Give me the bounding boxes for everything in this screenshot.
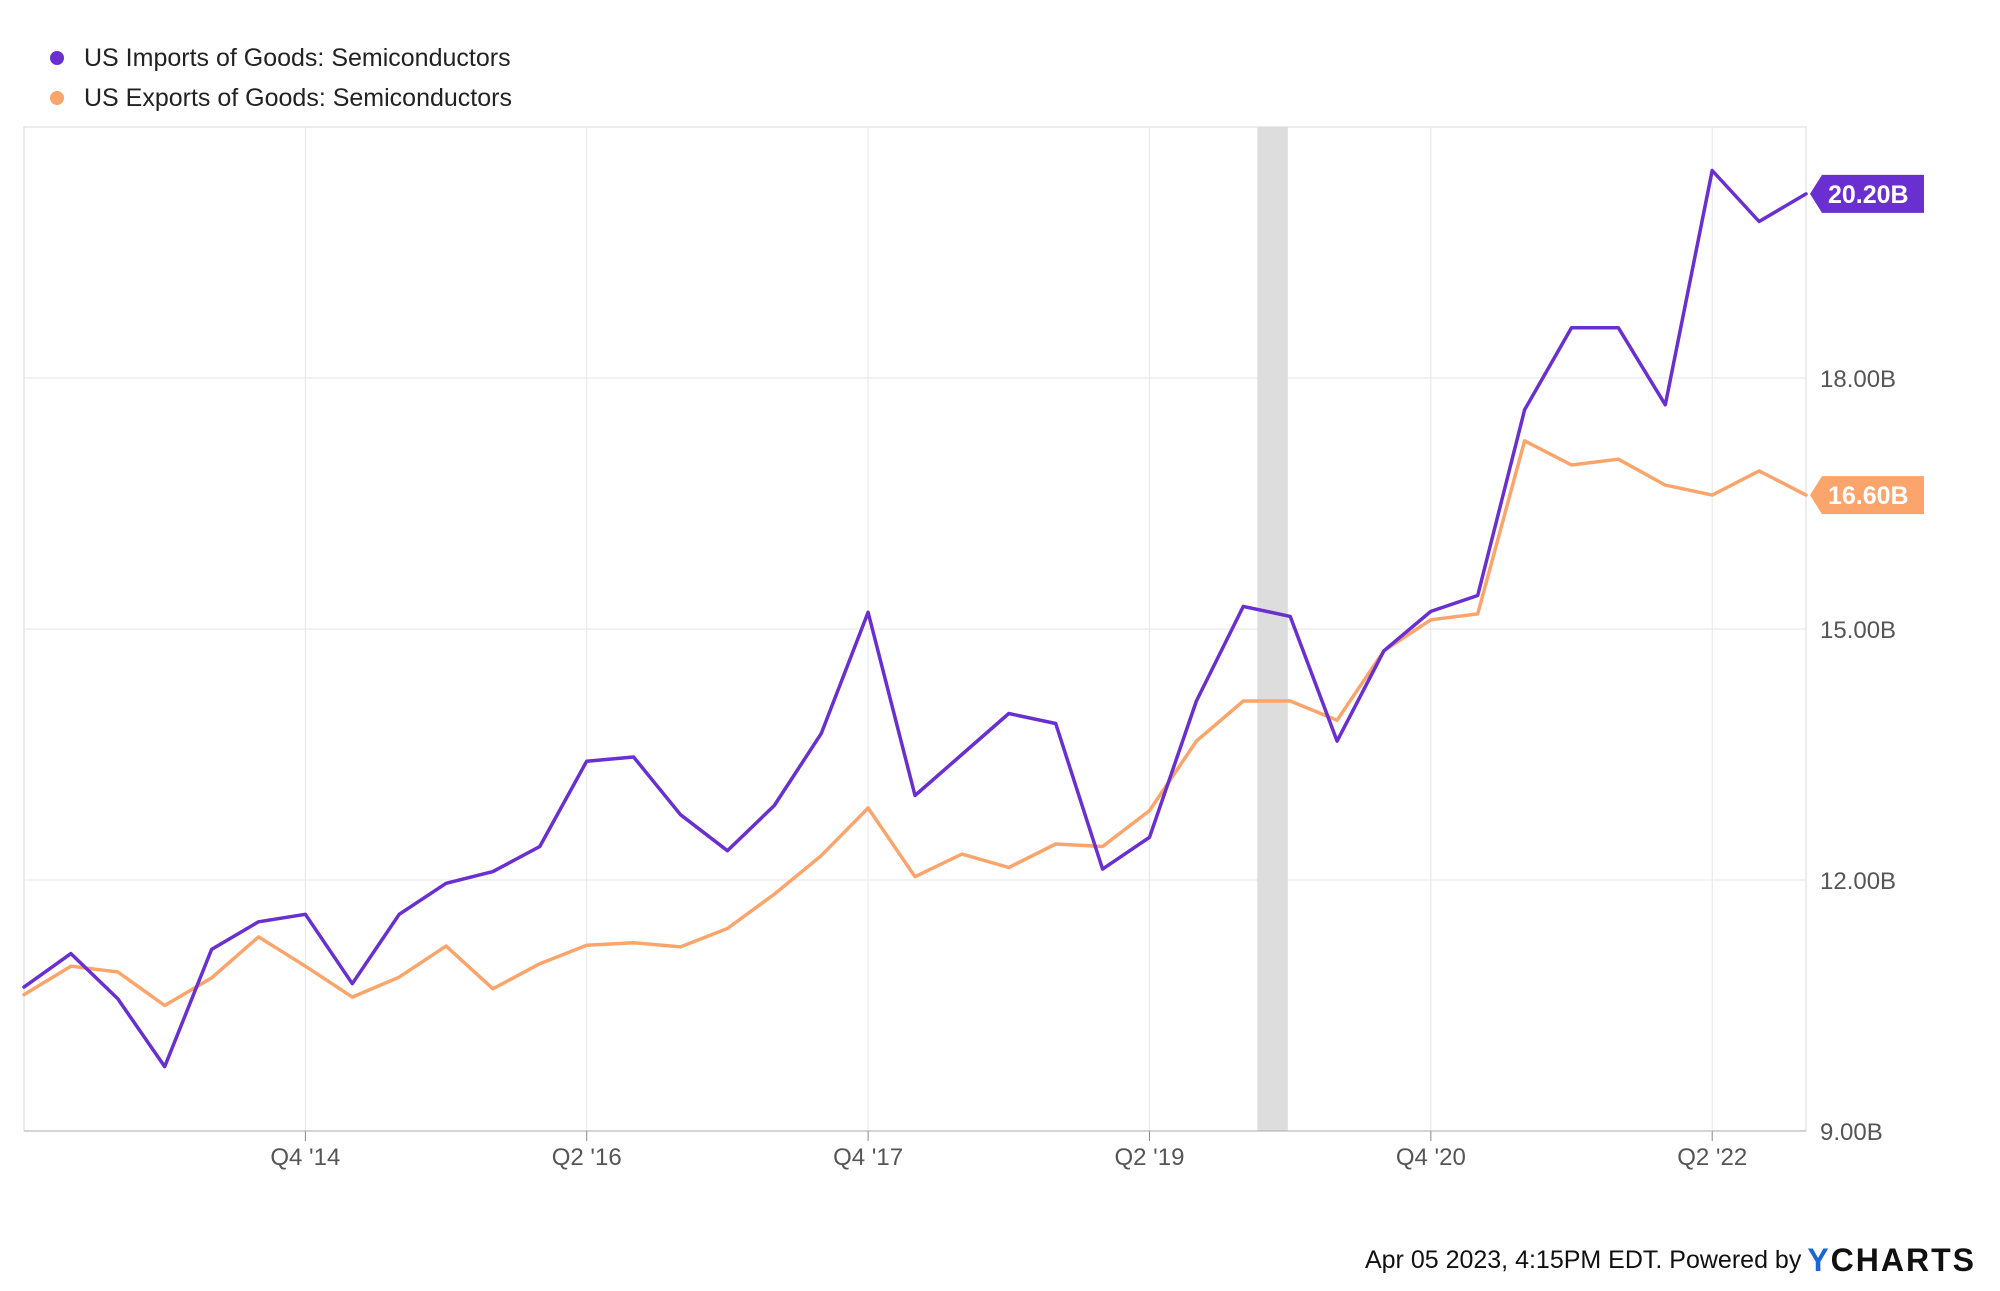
legend-marker-imports xyxy=(50,51,64,65)
imports-end-label-text: 20.20B xyxy=(1828,181,1909,209)
legend-label-imports: US Imports of Goods: Semiconductors xyxy=(84,43,511,72)
chart-legend: US Imports of Goods: Semiconductors US E… xyxy=(50,38,512,118)
chart-footer: Apr 05 2023, 4:15PM EDT. Powered by Y CH… xyxy=(1365,1242,1976,1279)
recession-band xyxy=(1257,127,1288,1131)
x-tick-label: Q2 '22 xyxy=(1677,1144,1747,1171)
axis-layer: 9.00B 12.00B 15.00B 18.00B Q4 '14 Q2 '16 Q4 '1… xyxy=(24,366,1896,1171)
legend-item-imports[interactable]: US Imports of Goods: Semiconductors xyxy=(50,38,512,78)
series-layer xyxy=(22,168,1808,1069)
y-tick-label: 9.00B xyxy=(1820,1119,1883,1146)
exports-end-label-badge xyxy=(1810,476,1924,515)
end-label-layer: 20.20B 16.60B xyxy=(1810,174,1924,515)
legend-marker-exports xyxy=(50,91,64,105)
x-tick-label: Q2 '16 xyxy=(552,1144,622,1171)
imports-end-label-badge xyxy=(1810,174,1924,213)
ycharts-logo-text: CHARTS xyxy=(1830,1242,1976,1278)
exports-series-line xyxy=(22,439,1808,1008)
x-tick-label: Q4 '14 xyxy=(270,1144,340,1171)
x-tick-label: Q4 '17 xyxy=(833,1144,903,1171)
ycharts-logo-y: Y xyxy=(1807,1242,1831,1278)
x-tick-label: Q4 '20 xyxy=(1396,1144,1466,1171)
exports-end-label-text: 16.60B xyxy=(1828,482,1909,510)
imports-series-line xyxy=(22,168,1808,1069)
y-tick-label: 18.00B xyxy=(1820,366,1896,393)
y-tick-label: 15.00B xyxy=(1820,617,1896,644)
grid-layer xyxy=(23,126,1807,1132)
legend-item-exports[interactable]: US Exports of Goods: Semiconductors xyxy=(50,78,512,118)
x-tick-label: Q2 '19 xyxy=(1114,1144,1184,1171)
legend-label-exports: US Exports of Goods: Semiconductors xyxy=(84,83,512,112)
ycharts-logo[interactable]: Y CHARTS xyxy=(1807,1242,1976,1279)
footer-timestamp-text: Apr 05 2023, 4:15PM EDT. Powered by xyxy=(1364,1246,1802,1274)
y-tick-label: 12.00B xyxy=(1820,868,1896,895)
shaded-period-layer xyxy=(1257,127,1288,1131)
